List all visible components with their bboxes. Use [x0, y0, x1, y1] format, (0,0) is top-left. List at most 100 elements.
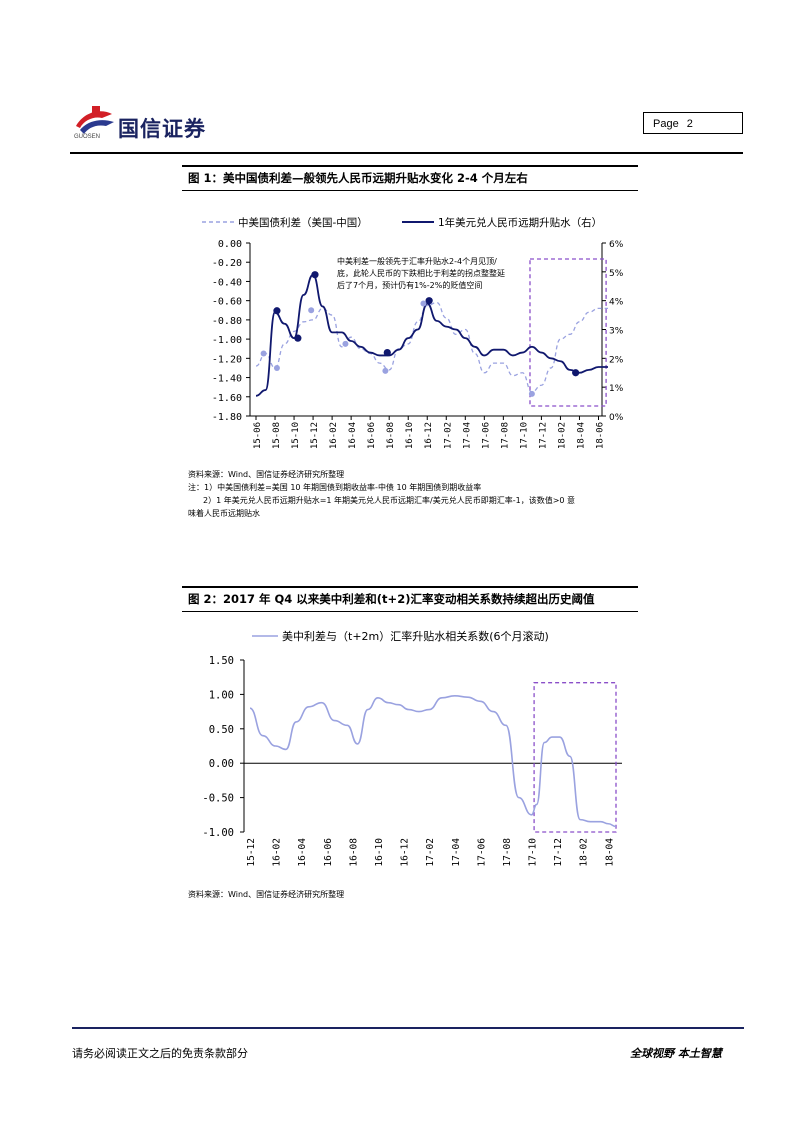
footer-slogan: 全球视野 本土智慧	[630, 1047, 722, 1060]
footer-rule	[72, 1027, 744, 1029]
chart2-x-tick-label: 15-12	[246, 838, 257, 867]
chart2-x-tick-label: 17-06	[476, 838, 487, 867]
page-label: Page	[653, 118, 679, 130]
legend2-label: 美中利差与（t+2m）汇率升贴水相关系数(6个月滚动)	[282, 629, 549, 643]
chart1-marker-spread	[260, 350, 267, 357]
chart1-y-right-tick-label: 2%	[609, 355, 624, 365]
chart1-y-right-tick-label: 6%	[609, 240, 624, 250]
chart1-x-tick-label: 15-06	[253, 422, 263, 449]
chart1-x-tick-label: 16-10	[405, 422, 415, 449]
chart1-marker-spread	[342, 340, 349, 347]
chart1-y-right-tick-label: 0%	[609, 413, 624, 423]
chart2-x-tick-label: 17-12	[553, 838, 564, 867]
chart1-x-tick-label: 15-10	[291, 422, 301, 449]
figure1-note-1: 注：1）中美国债利差=美国 10 年期国债到期收益率-中债 10 年期国债到期收…	[188, 483, 482, 492]
chart1-legend: 中美国债利差（美国-中国） 1年美元兑人民币远期升贴水（右）	[202, 216, 602, 229]
company-logo	[76, 106, 114, 134]
chart2-y-tick-label: 1.50	[209, 655, 234, 667]
chart1-y-right-tick-label: 5%	[609, 269, 624, 279]
chart1-x-tick-label: 15-12	[310, 422, 320, 449]
chart2-x-tick-label: 16-04	[297, 838, 308, 867]
chart1-x-tick-label: 18-04	[576, 422, 586, 449]
annotation-line-3: 后了7个月，预计仍有1%-2%的贬值空间	[337, 280, 482, 290]
chart1-x-tick-label: 17-10	[519, 422, 529, 449]
chart1-marker-spread	[273, 364, 280, 371]
chart2-legend: 美中利差与（t+2m）汇率升贴水相关系数(6个月滚动)	[252, 629, 549, 643]
chart1-y-left-tick-label: -0.40	[212, 277, 242, 288]
figure1-title: 图 1：美中国债利差—般领先人民币远期升贴水变化 2-4 个月左右	[188, 171, 528, 185]
figure2-chart: 美中利差与（t+2m）汇率升贴水相关系数(6个月滚动) 1.50 1.00 0.50…	[202, 629, 622, 867]
chart1-highlight-box	[529, 258, 607, 407]
figure2-title: 图 2：2017 年 Q4 以来美中利差和(t+2)汇率变动相关系数持续超出历史…	[188, 592, 595, 606]
chart1-marker-forward	[294, 334, 302, 342]
chart1-x-tick-label: 17-02	[443, 422, 453, 449]
chart1-y-right-tick-label: 1%	[609, 384, 624, 394]
chart2-x-tick-label: 16-02	[272, 838, 283, 867]
figure1-source: 资料来源：Wind、国信证券经济研究所整理	[188, 470, 345, 479]
chart2-x-tick-label: 16-08	[348, 838, 359, 867]
chart1-y-left-tick-label: 0.00	[218, 239, 242, 250]
chart1-x-tick-label: 15-08	[272, 422, 282, 449]
chart1-x-tick-label: 17-08	[500, 422, 510, 449]
figure1-note-3: 味着人民币远期贴水	[188, 509, 260, 518]
chart1-x-tick-label: 16-08	[386, 422, 396, 449]
chart2-y-tick-label: -0.50	[202, 793, 234, 805]
figure2-top-rule	[182, 586, 638, 588]
figure1-chart: 中美国债利差（美国-中国） 1年美元兑人民币远期升贴水（右） 0.00 -0.20…	[202, 216, 624, 449]
page-number: 2	[686, 118, 693, 130]
chart2-x-tick-label: 16-06	[323, 838, 334, 867]
legend1-label-spread: 中美国债利差（美国-中国）	[238, 216, 368, 229]
legend1-label-forward: 1年美元兑人民币远期升贴水（右）	[438, 216, 602, 229]
chart1-x-tick-label: 17-12	[538, 422, 548, 449]
chart1-x-tick-label: 16-06	[367, 422, 377, 449]
chart1-series-forward-line	[255, 273, 608, 397]
chart2-y-tick-label: -1.00	[202, 827, 234, 839]
chart1-y-left-tick-label: -0.20	[212, 258, 242, 269]
chart1-marker-forward	[383, 348, 391, 357]
chart1-annotation: 中美利差一般领先于汇率升贴水2-4个月见顶/ 底，此轮人民币的下跌相比于利差的拐…	[337, 256, 505, 290]
chart1-x-tick-label: 17-04	[462, 422, 472, 449]
chart1-x-tick-label: 16-04	[348, 422, 358, 449]
chart1-x-tick-label: 16-12	[424, 422, 434, 449]
chart1-y-left-tick-label: -1.20	[212, 354, 242, 365]
chart1-y-left-tick-label: -1.80	[212, 412, 242, 423]
footer-disclaimer: 请务必阅读正文之后的免责条款部分	[72, 1047, 248, 1060]
chart2-x-tick-label: 17-02	[425, 838, 436, 867]
chart1-x-tick-label: 18-02	[557, 422, 567, 449]
header-rule	[70, 152, 743, 154]
chart1-marker-forward	[572, 369, 580, 377]
annotation-line-2: 底，此轮人民币的下跌相比于利差的拐点整整延	[337, 268, 505, 278]
chart1-y-left-tick-label: -1.40	[212, 374, 242, 385]
chart2-x-tick-label: 18-04	[604, 838, 615, 867]
chart2-y-tick-label: 0.00	[209, 758, 234, 770]
chart1-marker-forward	[311, 271, 319, 279]
chart2-x-tick-label: 18-02	[579, 838, 590, 867]
chart2-x-tick-label: 17-10	[528, 838, 539, 867]
chart2-x-tick-label: 17-08	[502, 838, 513, 867]
chart1-marker-forward	[273, 307, 281, 315]
figure1-title-rule	[182, 190, 638, 191]
chart1-marker-spread	[308, 307, 315, 314]
figure1-top-rule	[182, 165, 638, 167]
chart2-y-tick-label: 0.50	[209, 724, 234, 736]
chart2-x-tick-label: 16-12	[400, 838, 411, 867]
chart2-x-tick-label: 17-04	[451, 838, 462, 867]
chart1-y-left-tick-label: -0.60	[212, 297, 242, 308]
company-name: 国信证券	[118, 117, 206, 141]
annotation-line-1: 中美利差一般领先于汇率升贴水2-4个月见顶/	[337, 256, 497, 266]
chart2-highlight-box	[533, 682, 617, 833]
chart1-y-left-tick-label: -1.00	[212, 335, 242, 346]
chart1-y-right-tick-label: 3%	[609, 327, 624, 337]
chart1-marker-forward	[425, 297, 433, 305]
chart1-x-tick-label: 17-06	[481, 422, 491, 449]
company-name-en: GUOSEN	[74, 134, 101, 140]
figure2-title-rule	[182, 611, 638, 612]
chart1-marker-spread	[382, 367, 389, 374]
chart1-series-spread-line	[255, 301, 608, 393]
chart1-y-left-tick-label: -0.80	[212, 316, 242, 327]
chart1-y-right-tick-label: 4%	[609, 298, 624, 308]
figure2-source: 资料来源：Wind、国信证券经济研究所整理	[188, 890, 345, 899]
chart1-x-tick-label: 18-06	[595, 422, 605, 449]
chart1-y-left-tick-label: -1.60	[212, 393, 242, 404]
chart1-x-tick-label: 16-02	[329, 422, 339, 449]
